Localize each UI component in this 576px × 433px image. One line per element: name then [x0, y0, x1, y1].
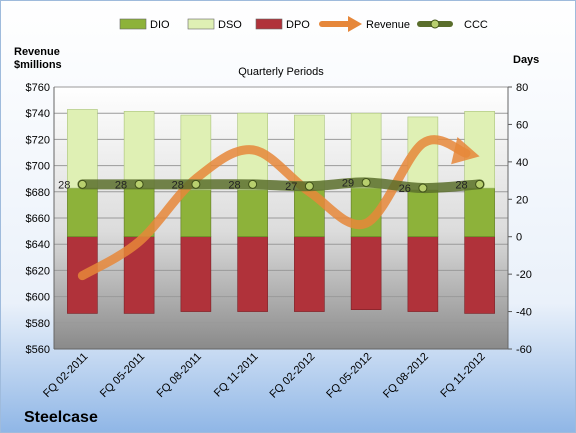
ccc-line: [77, 177, 485, 194]
chart-title: Quarterly Periods: [238, 66, 324, 78]
legend-swatch-dpo: [255, 18, 283, 30]
left-tick-label: $720: [26, 134, 50, 146]
ccc-data-label: 26: [399, 183, 411, 195]
ccc-point: [304, 181, 314, 191]
right-tick-label: -60: [516, 344, 532, 356]
left-tick-label: $580: [26, 318, 50, 330]
ccc-data-label: 29: [342, 177, 354, 189]
ccc-data-label: 28: [172, 179, 184, 191]
legend-label-dpo: DPO: [286, 19, 310, 31]
ccc-point: [191, 179, 201, 189]
dpo-bar: [350, 236, 382, 310]
dpo-bar: [294, 236, 325, 312]
revenue-line: [77, 135, 471, 281]
legend: DIO DSO DPO Revenue CCC: [119, 16, 488, 32]
left-tick-label: $760: [26, 82, 50, 94]
lines: 28 28 28 28 27 29 26 28: [58, 135, 485, 281]
legend-label-dio: DIO: [150, 19, 170, 31]
right-tick-label: 0: [516, 232, 522, 244]
dpo-bar: [237, 236, 268, 312]
ccc-data-label: 28: [115, 179, 127, 191]
ccc-data-label: 28: [455, 179, 467, 191]
dpo-bar: [407, 236, 439, 312]
left-tick-label: $680: [26, 187, 50, 199]
ccc-point: [134, 179, 144, 189]
left-tick-label: $740: [26, 108, 50, 120]
left-tick-label: $640: [26, 239, 50, 251]
ccc-point: [77, 179, 87, 189]
ccc-point: [248, 179, 258, 189]
ccc-point: [418, 183, 428, 193]
right-tick-label: 80: [516, 82, 528, 94]
left-axis-title-line1: Revenue: [14, 46, 60, 58]
dio-bar: [407, 189, 439, 238]
ccc-point: [475, 179, 485, 189]
legend-arrow-revenue: [348, 16, 362, 32]
ccc-data-label: 28: [228, 179, 240, 191]
dso-bar: [350, 112, 382, 189]
company-name: Steelcase: [24, 409, 98, 426]
dio-bar: [464, 187, 495, 238]
left-axis-title-line2: $millions: [14, 59, 62, 71]
legend-swatch-dso: [187, 18, 215, 30]
left-tick-label: $600: [26, 292, 50, 304]
dso-bar: [123, 111, 155, 189]
dio-bar: [237, 189, 268, 238]
left-tick-label: $700: [26, 161, 50, 173]
dpo-bar: [464, 236, 495, 314]
legend-label-dso: DSO: [218, 19, 242, 31]
ccc-data-label: 28: [58, 179, 70, 191]
legend-marker-ccc: [430, 19, 440, 29]
dso-bar: [294, 114, 325, 191]
dio-bar: [67, 187, 98, 238]
right-tick-label: -20: [516, 269, 532, 281]
right-tick-label: 20: [516, 194, 528, 206]
legend-label-revenue: Revenue: [366, 19, 410, 31]
dio-bar: [180, 189, 212, 238]
left-tick-label: $560: [26, 344, 50, 356]
legend-label-ccc: CCC: [464, 19, 488, 31]
ccc-point: [361, 177, 371, 187]
legend-swatch-dio: [119, 18, 147, 30]
revenue-arrowhead: [451, 136, 480, 165]
left-tick-label: $620: [26, 265, 50, 277]
right-tick-label: 60: [516, 119, 528, 131]
ccc-data-label: 27: [285, 181, 297, 193]
dso-bar: [67, 109, 98, 189]
dpo-bar: [180, 236, 212, 312]
left-tick-label: $660: [26, 213, 50, 225]
right-tick-label: 40: [516, 157, 528, 169]
right-tick-label: -40: [516, 307, 532, 319]
right-axis-title: Days: [513, 54, 539, 66]
bars: [67, 109, 495, 314]
